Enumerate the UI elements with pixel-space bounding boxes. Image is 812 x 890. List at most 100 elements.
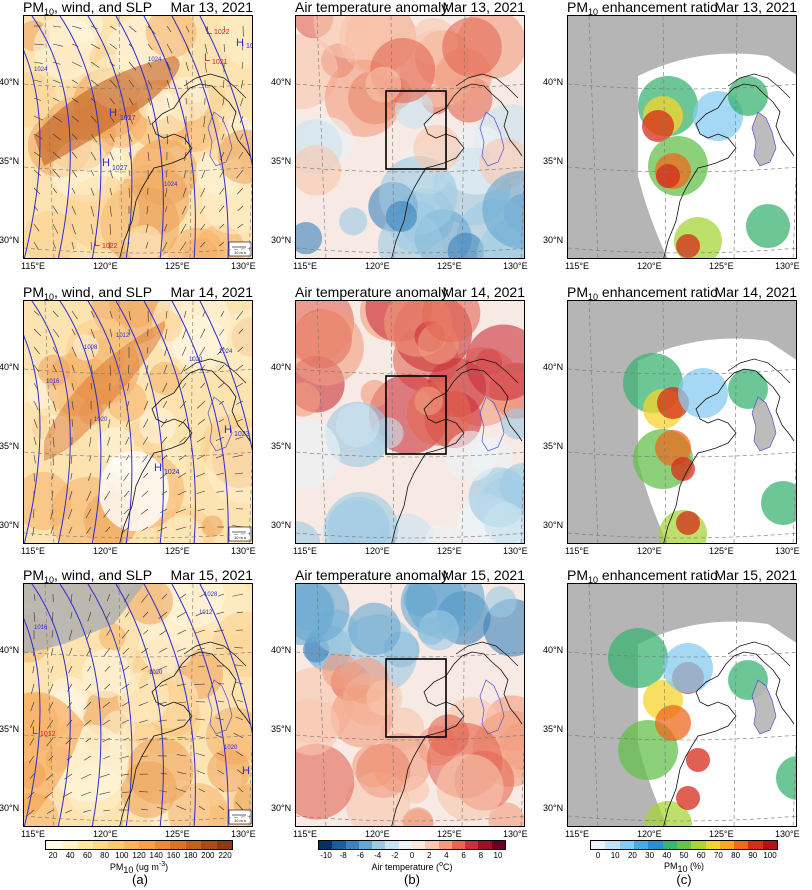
map-panel-r2-c1 bbox=[295, 583, 525, 827]
lat-label: 35°N bbox=[543, 156, 564, 166]
map-svg-r2-c2 bbox=[568, 584, 796, 826]
colorbar-tick: 8 bbox=[478, 851, 484, 860]
colorbar-swatch bbox=[451, 841, 466, 849]
title-main: PM bbox=[23, 0, 44, 15]
pressure-label: H bbox=[224, 424, 232, 436]
colorbar-tick: 40 bbox=[662, 851, 672, 860]
lon-label: 125°E bbox=[165, 546, 190, 556]
colorbar-tick: -8 bbox=[339, 851, 347, 860]
lat-label: 30°N bbox=[271, 235, 292, 245]
panel-date-r0-c0: Mar 13, 2021 bbox=[170, 0, 254, 15]
title-main: Air temperature anomaly bbox=[295, 0, 449, 15]
title-main: Air temperature anomaly bbox=[295, 284, 449, 300]
colorbar-swatch bbox=[748, 841, 763, 849]
colorbar-swatch bbox=[92, 841, 108, 849]
colorbar-swatch bbox=[662, 841, 677, 849]
panel-letter-2: (c) bbox=[676, 872, 692, 887]
colorbar-swatch bbox=[46, 841, 62, 849]
colorbar-swatch bbox=[438, 841, 452, 849]
lon-label: 120°E bbox=[637, 261, 662, 271]
lat-label: 30°N bbox=[0, 235, 20, 245]
panel-title-r1-c0: PM10, wind, and SLP bbox=[23, 284, 152, 305]
colorbar-swatch bbox=[332, 841, 346, 849]
lat-label: 30°N bbox=[0, 520, 20, 530]
colorbar-swatch bbox=[762, 841, 778, 849]
lat-label: 30°N bbox=[543, 520, 564, 530]
title-main: PM bbox=[23, 284, 44, 300]
lat-label: 35°N bbox=[271, 724, 292, 734]
lon-label: 125°E bbox=[709, 546, 734, 556]
colorbar-swatch bbox=[319, 841, 333, 849]
pressure-label: 1008 bbox=[84, 345, 98, 351]
lat-label: 35°N bbox=[543, 724, 564, 734]
panel-date-r0-c1: Mar 13, 2021 bbox=[442, 0, 526, 15]
colorbar-swatch bbox=[619, 841, 634, 849]
pressure-label: L bbox=[94, 237, 100, 249]
colorbar-swatch bbox=[465, 841, 479, 849]
panel-date-r1-c2: Mar 14, 2021 bbox=[714, 284, 798, 300]
map-svg-r0-c1 bbox=[296, 16, 524, 258]
map-panel-r0-c0: 10 m s H 1027 H 1027 L 1022 L 1022 L 1021 H 10 1024 10… bbox=[23, 15, 253, 259]
pressure-label: 1024 bbox=[219, 349, 233, 355]
lat-label: 30°N bbox=[543, 803, 564, 813]
colorbar-tick: -6 bbox=[356, 851, 364, 860]
pressure-label: 1012 bbox=[40, 731, 56, 738]
wind-legend-label: 10 m s bbox=[234, 535, 246, 540]
map-panel-r0-c2 bbox=[567, 15, 797, 259]
colorbar-swatch bbox=[170, 841, 186, 849]
pressure-label: H bbox=[236, 37, 244, 49]
lat-label: 30°N bbox=[271, 803, 292, 813]
lat-label: 40°N bbox=[0, 645, 20, 655]
colorbar-tick: 4 bbox=[444, 851, 449, 860]
map-svg-r1-c2 bbox=[568, 301, 796, 543]
cbar-label-sup: -3 bbox=[158, 861, 166, 868]
colorbar-tick: 220 bbox=[218, 851, 232, 860]
colorbar-swatch bbox=[633, 841, 649, 849]
panel-title-r2-c1: Air temperature anomaly bbox=[295, 567, 448, 583]
lat-label: 35°N bbox=[0, 724, 20, 734]
colorbar-label-0: PM10 (ug m-3) bbox=[110, 861, 168, 875]
cbar-label-sup: o bbox=[439, 861, 443, 868]
pressure-label: 1027 bbox=[112, 165, 128, 172]
lon-label: 115°E bbox=[21, 261, 45, 271]
colorbar-swatch bbox=[385, 841, 399, 849]
colorbar-tick: 20 bbox=[627, 851, 637, 860]
panel-title-r0-c0: PM10, wind, and SLP bbox=[23, 0, 152, 20]
lon-label: 130°E bbox=[231, 829, 256, 839]
colorbar-swatch bbox=[478, 841, 492, 849]
pressure-label: 1012 bbox=[116, 333, 130, 339]
panel-date-r0-c2: Mar 13, 2021 bbox=[714, 0, 798, 15]
colorbar-tick: 140 bbox=[149, 851, 163, 860]
lon-label: 130°E bbox=[231, 261, 256, 271]
lon-label: 125°E bbox=[165, 829, 190, 839]
panel-title-r1-c2: PM10 enhancement ratio bbox=[567, 284, 718, 305]
colorbar-tick: 120 bbox=[132, 851, 146, 860]
colorbar-tick: 10 bbox=[493, 851, 503, 860]
cbar-label-main: PM bbox=[663, 861, 678, 871]
colorbar-tick: 160 bbox=[166, 851, 181, 860]
cbar-label-main: PM bbox=[109, 862, 124, 872]
lon-label: 120°E bbox=[365, 829, 390, 839]
pressure-label: H bbox=[102, 157, 110, 169]
colorbar-swatch bbox=[201, 841, 217, 849]
lon-label: 125°E bbox=[709, 261, 734, 271]
colorbar-label-1: Air temperature (oC) bbox=[372, 861, 453, 872]
map-panel-r2-c0: 10 m sL1012H1010281012101610201020 bbox=[23, 583, 253, 827]
pressure-label: 1022 bbox=[102, 243, 118, 250]
colorbar-tick: 2 bbox=[426, 851, 432, 860]
map-panel-r1-c1 bbox=[295, 300, 525, 544]
lon-label: 130°E bbox=[775, 829, 800, 839]
cbar-label-rest: (%) bbox=[687, 861, 705, 871]
colorbar-tick: 70 bbox=[713, 851, 723, 860]
panel-title-r0-c2: PM10 enhancement ratio bbox=[567, 0, 718, 20]
lon-label: 125°E bbox=[165, 261, 190, 271]
colorbar-swatch bbox=[605, 841, 620, 849]
lon-label: 115°E bbox=[293, 829, 317, 839]
panel-date-r2-c1: Mar 15, 2021 bbox=[442, 567, 526, 583]
pressure-label: H bbox=[109, 107, 117, 119]
lon-label: 125°E bbox=[437, 261, 462, 271]
colorbar-swatch bbox=[734, 841, 749, 849]
pressure-label: 1020 bbox=[224, 745, 238, 751]
pressure-label: 1028 bbox=[204, 592, 218, 598]
lon-label: 120°E bbox=[365, 546, 390, 556]
